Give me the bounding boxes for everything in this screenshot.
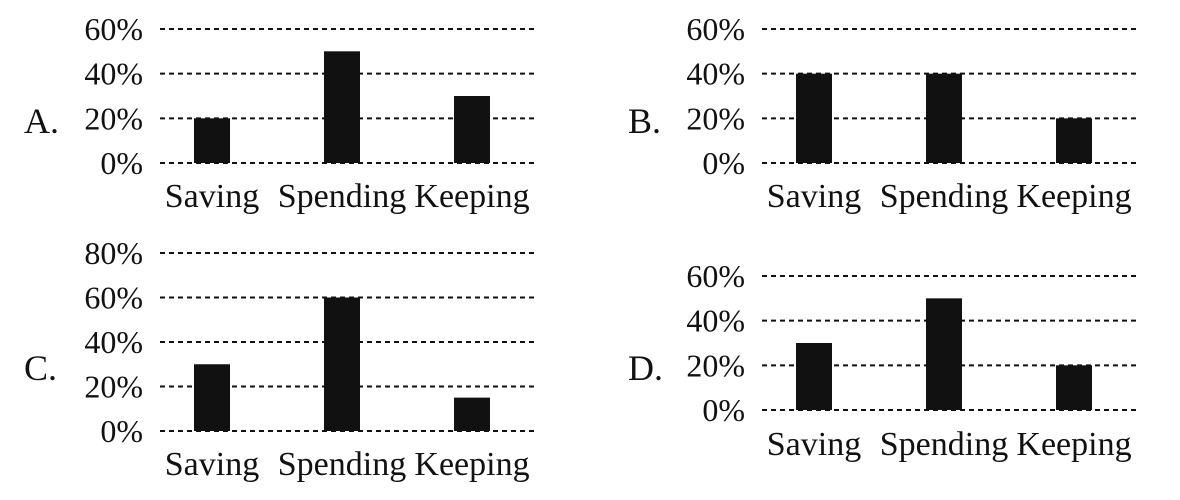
- y-tick-label-c-60: 60%: [84, 280, 143, 316]
- y-tick-label-c-40: 40%: [84, 324, 143, 360]
- bar-a-spending: [324, 51, 360, 164]
- bar-d-keeping: [1056, 365, 1092, 410]
- category-label-b-keeping: Keeping: [1016, 178, 1131, 215]
- category-label-a-keeping: Keeping: [414, 178, 529, 215]
- y-tick-label-b-20: 20%: [686, 100, 745, 136]
- bar-d-saving: [796, 343, 832, 410]
- y-tick-label-a-60: 60%: [84, 11, 143, 47]
- category-label-d-spending: Spending: [880, 426, 1008, 463]
- category-label-a-saving: Saving: [165, 178, 259, 215]
- category-label-d-saving: Saving: [767, 426, 861, 463]
- bar-b-keeping: [1056, 118, 1092, 163]
- y-tick-label-d-60: 60%: [686, 258, 745, 294]
- category-label-b-saving: Saving: [767, 178, 861, 215]
- category-label-c-saving: Saving: [165, 446, 259, 483]
- chart-panel-b: B. 0% 20% 40% 60% Saving Spending Keeping: [628, 11, 1139, 215]
- y-tick-label-c-80: 80%: [84, 235, 143, 271]
- bar-b-spending: [926, 73, 962, 163]
- bar-c-saving: [194, 364, 230, 431]
- panel-label-a: A.: [24, 101, 59, 141]
- panel-label-b: B.: [628, 101, 661, 141]
- y-tick-label-b-40: 40%: [686, 56, 745, 92]
- category-label-d-keeping: Keeping: [1016, 426, 1131, 463]
- chart-panel-c: C. 0% 20% 40% 60% 80% Saving Spending Keeping: [24, 235, 537, 483]
- y-tick-label-a-0: 0%: [100, 145, 143, 181]
- y-tick-label-b-60: 60%: [686, 11, 745, 47]
- y-tick-label-c-20: 20%: [84, 369, 143, 405]
- bar-c-spending: [324, 297, 360, 431]
- bar-a-saving: [194, 118, 230, 163]
- y-tick-label-a-40: 40%: [84, 56, 143, 92]
- y-tick-label-d-20: 20%: [686, 347, 745, 383]
- category-label-c-keeping: Keeping: [414, 446, 529, 483]
- chart-panel-a: A. 0% 20% 40% 60% Saving Spending Keeping: [24, 11, 537, 215]
- y-tick-label-c-0: 0%: [100, 413, 143, 449]
- chart-panel-d: D. 0% 20% 40% 60% Saving Spending Keeping: [628, 258, 1139, 463]
- y-tick-label-d-0: 0%: [702, 392, 745, 428]
- category-label-a-spending: Spending: [278, 178, 406, 215]
- panel-label-c: C.: [24, 348, 57, 388]
- category-label-b-spending: Spending: [880, 178, 1008, 215]
- bar-c-keeping: [454, 397, 490, 431]
- bar-b-saving: [796, 73, 832, 163]
- category-label-c-spending: Spending: [278, 446, 406, 483]
- bar-d-spending: [926, 298, 962, 410]
- y-tick-label-a-20: 20%: [84, 100, 143, 136]
- y-tick-label-b-0: 0%: [702, 145, 745, 181]
- bar-a-keeping: [454, 96, 490, 163]
- panel-label-d: D.: [628, 348, 663, 388]
- y-tick-label-d-40: 40%: [686, 303, 745, 339]
